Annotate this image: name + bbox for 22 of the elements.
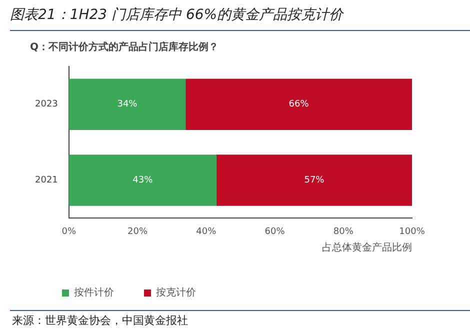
- x-tick-label: 40%: [196, 226, 217, 237]
- x-tick-label: 100%: [399, 226, 426, 237]
- legend-label: 按克计价: [156, 286, 196, 299]
- bar: [186, 78, 412, 130]
- data-label: 34%: [117, 100, 138, 110]
- y-tick-label: 2021: [35, 176, 58, 186]
- data-label: 43%: [132, 176, 154, 186]
- x-tick-label: 80%: [333, 226, 354, 237]
- bar: [216, 154, 412, 206]
- x-tick-label: 20%: [128, 226, 148, 237]
- chart-title: 图表21：1H23 门店库存中 66%的黄金产品按克计价: [10, 6, 344, 24]
- x-tick-label: 60%: [264, 226, 286, 237]
- y-tick-label: 2023: [35, 100, 58, 110]
- bar: [68, 154, 216, 206]
- x-axis-title: 占总体黄金产品比例: [322, 242, 412, 254]
- chart-subtitle: Q：不同计价方式的产品占门店库存比例？: [30, 40, 219, 54]
- legend-label: 按件计价: [74, 286, 114, 299]
- x-tick-label: 0%: [62, 226, 76, 237]
- source-note: 来源：世界黄金协会，中国黄金报社: [12, 313, 188, 328]
- bar: [68, 78, 186, 130]
- data-label: 57%: [304, 176, 325, 186]
- data-label: 66%: [288, 100, 310, 110]
